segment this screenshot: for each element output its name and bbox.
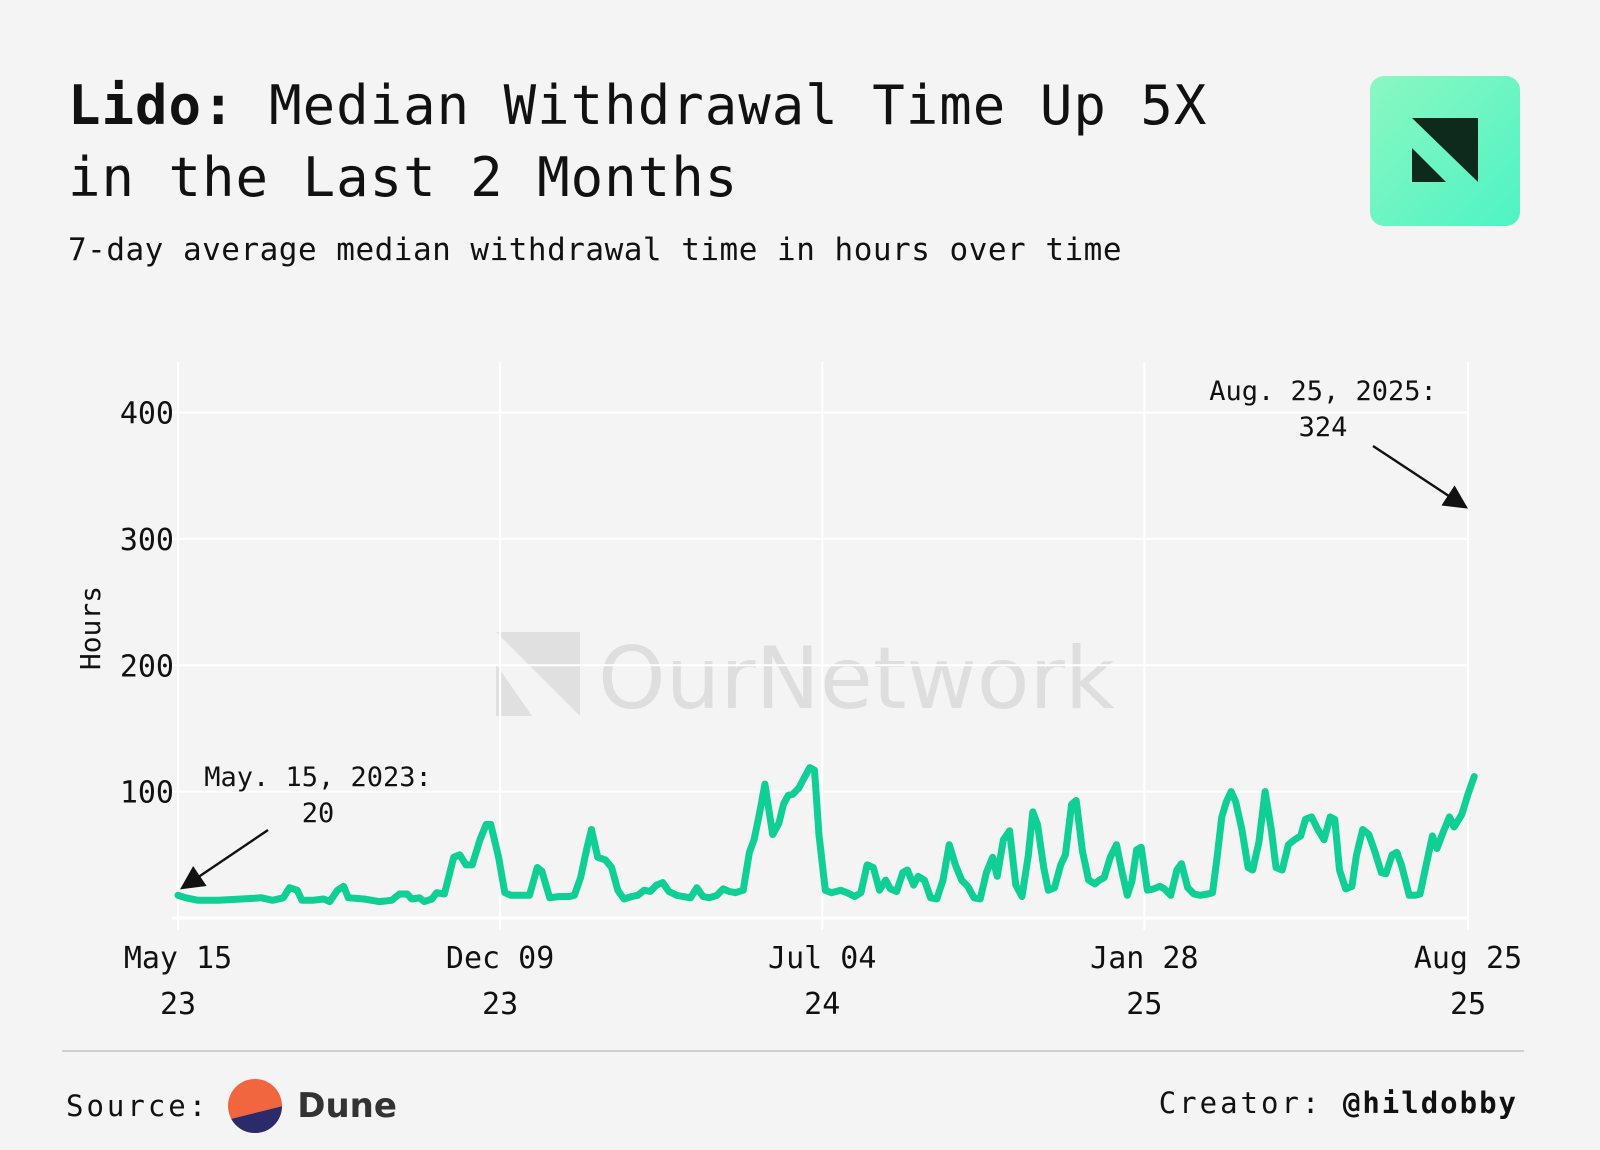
title-rest-part: Median Withdrawal Time Up 5X in the Last…	[68, 74, 1208, 209]
x-tick-label: Jan 28	[1090, 941, 1198, 976]
creator-handle: @hildobby	[1342, 1086, 1518, 1120]
x-tick-label: Dec 09	[446, 941, 554, 976]
y-tick-label: 400	[120, 397, 174, 432]
series-line	[174, 764, 1478, 906]
footer-divider	[62, 1050, 1524, 1052]
line-chart: OurNetwork 100 200 300 400 May 15 23 Dec 09 23…	[74, 362, 1522, 1022]
logo-shape-upper	[1412, 118, 1478, 182]
logo-shape-lower	[1412, 148, 1446, 182]
y-tick-label: 200	[120, 649, 174, 684]
y-tick-label: 100	[120, 776, 174, 811]
x-tick-label-year: 25	[1450, 987, 1486, 1022]
annotation-start-value: 20	[302, 798, 335, 829]
chart-grid	[172, 362, 1469, 930]
x-tick-label-year: 24	[804, 987, 840, 1022]
x-tick-label-year: 23	[482, 987, 518, 1022]
footer-source: Source: Dune	[66, 1078, 397, 1134]
x-axis: May 15 23 Dec 09 23 Jul 04 24 Jan 28 25 Aug 25 25	[124, 941, 1522, 1022]
watermark: OurNetwork	[496, 629, 1115, 729]
y-tick-label: 300	[120, 523, 174, 558]
annotation-end-arrow	[1372, 444, 1469, 509]
annotation-start-label: May. 15, 2023:	[204, 762, 432, 793]
watermark-logo-icon	[496, 632, 580, 716]
watermark-text: OurNetwork	[598, 629, 1115, 729]
watermark-logo-icon-lower	[496, 664, 532, 716]
x-tick-label-year: 23	[160, 987, 196, 1022]
annotation-end-value: 324	[1299, 412, 1348, 443]
creator-label: Creator:	[1158, 1086, 1323, 1120]
y-axis-label: Hours	[74, 586, 107, 670]
chart-annotations: May. 15, 2023: 20 Aug. 25, 2025: 324	[180, 376, 1469, 890]
annotation-start-arrow	[180, 829, 269, 890]
dune-logo-icon	[228, 1079, 283, 1133]
chart-title: Lido: Median Withdrawal Time Up 5X in th…	[68, 70, 1288, 214]
source-name: Dune	[297, 1086, 397, 1126]
chart-subtitle: 7-day average median withdrawal time in …	[68, 232, 1122, 268]
x-tick-label-year: 25	[1126, 987, 1162, 1022]
y-axis: 100 200 300 400	[120, 397, 174, 811]
title-bold-part: Lido:	[68, 74, 236, 137]
x-tick-label: Jul 04	[768, 941, 876, 976]
source-label: Source:	[66, 1089, 210, 1123]
ournetwork-logo-icon	[1370, 76, 1520, 226]
x-tick-label: Aug 25	[1414, 941, 1522, 976]
x-tick-label: May 15	[124, 941, 232, 976]
footer-creator: Creator: @hildobby	[1159, 1086, 1518, 1120]
annotation-end-label: Aug. 25, 2025:	[1209, 376, 1437, 407]
